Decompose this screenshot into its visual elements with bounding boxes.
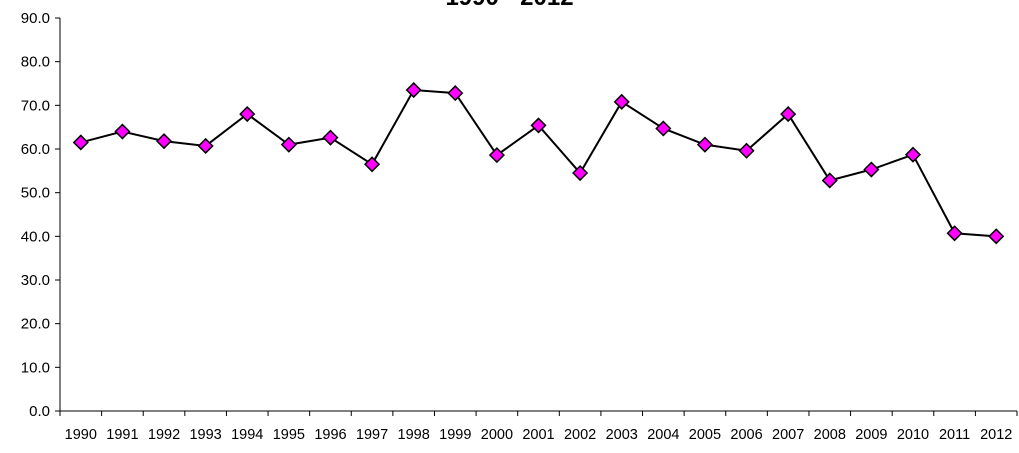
x-tick-label: 2002: [564, 427, 596, 443]
y-tick-label: 10.0: [21, 359, 50, 376]
x-tick-label: 2006: [730, 427, 762, 443]
data-point-marker: [322, 129, 339, 146]
data-point-marker: [197, 137, 214, 155]
data-point-marker: [530, 117, 547, 134]
x-tick-label: 2005: [689, 427, 721, 443]
x-tick-label: 1998: [398, 427, 430, 443]
data-point-marker: [447, 85, 464, 102]
x-tick-label: 1993: [189, 427, 221, 443]
data-point-marker: [155, 133, 173, 150]
data-point-marker: [863, 161, 880, 178]
y-tick-label: 60.0: [21, 141, 50, 158]
data-point-marker: [988, 228, 1005, 245]
data-point-marker: [655, 120, 672, 137]
x-tick-label: 2000: [481, 427, 513, 443]
data-point-marker: [488, 147, 505, 164]
x-tick-label: 2007: [772, 427, 804, 443]
data-point-marker: [904, 146, 922, 163]
data-point-marker: [114, 123, 131, 140]
x-tick-label: 1996: [314, 427, 346, 443]
y-tick-label: 90.0: [21, 10, 50, 27]
data-point-marker: [72, 134, 89, 151]
x-tick-label: 1992: [148, 427, 180, 443]
axes: 0.0 10.0 20.0 30.0 40.0 50.0 60.0 70.0 80.0 90.0 1…: [21, 10, 1018, 443]
x-tick-label: 2009: [855, 427, 887, 443]
y-tick-label: 70.0: [21, 97, 50, 114]
x-tick-label: 2011: [939, 427, 970, 443]
x-tick-label: 1999: [439, 427, 471, 443]
x-tick-label: 2001: [522, 427, 554, 443]
x-tick-label: 2008: [814, 427, 846, 443]
y-tick-label: 20.0: [21, 316, 50, 333]
x-tick-label: 2003: [606, 427, 638, 443]
data-point-marker: [280, 136, 297, 153]
data-point-marker: [696, 136, 713, 153]
data-point-marker: [821, 172, 838, 189]
x-tick-label: 2012: [980, 427, 1012, 443]
y-tick-label: 80.0: [21, 54, 50, 71]
y-tick-label: 40.0: [21, 228, 50, 245]
x-tick-label: 1995: [273, 427, 305, 443]
data-point-marker: [946, 225, 963, 242]
data-point-marker: [239, 106, 256, 123]
x-tick-label: 1997: [356, 427, 388, 443]
data-point-marker: [738, 142, 755, 159]
x-tick-label: 2004: [647, 427, 679, 443]
data-point-marker: [780, 106, 797, 123]
y-tick-label: 50.0: [21, 185, 50, 202]
x-tick-label: 1990: [65, 427, 97, 443]
data-point-marker: [364, 156, 381, 173]
x-tick-label: 1994: [231, 427, 263, 443]
y-tick-label: 0.0: [29, 403, 50, 420]
markers-group: [72, 81, 1005, 245]
x-tick-label: 1991: [106, 427, 138, 443]
data-point-marker: [405, 81, 422, 99]
data-point-marker: [572, 164, 589, 182]
chart-title: 1990 - 2012: [0, 0, 1019, 12]
x-tick-label: 2010: [897, 427, 929, 443]
series-line: [80, 89, 997, 238]
data-point-marker: [613, 93, 630, 110]
series-line-group: [80, 89, 997, 238]
y-tick-label: 30.0: [21, 272, 50, 289]
